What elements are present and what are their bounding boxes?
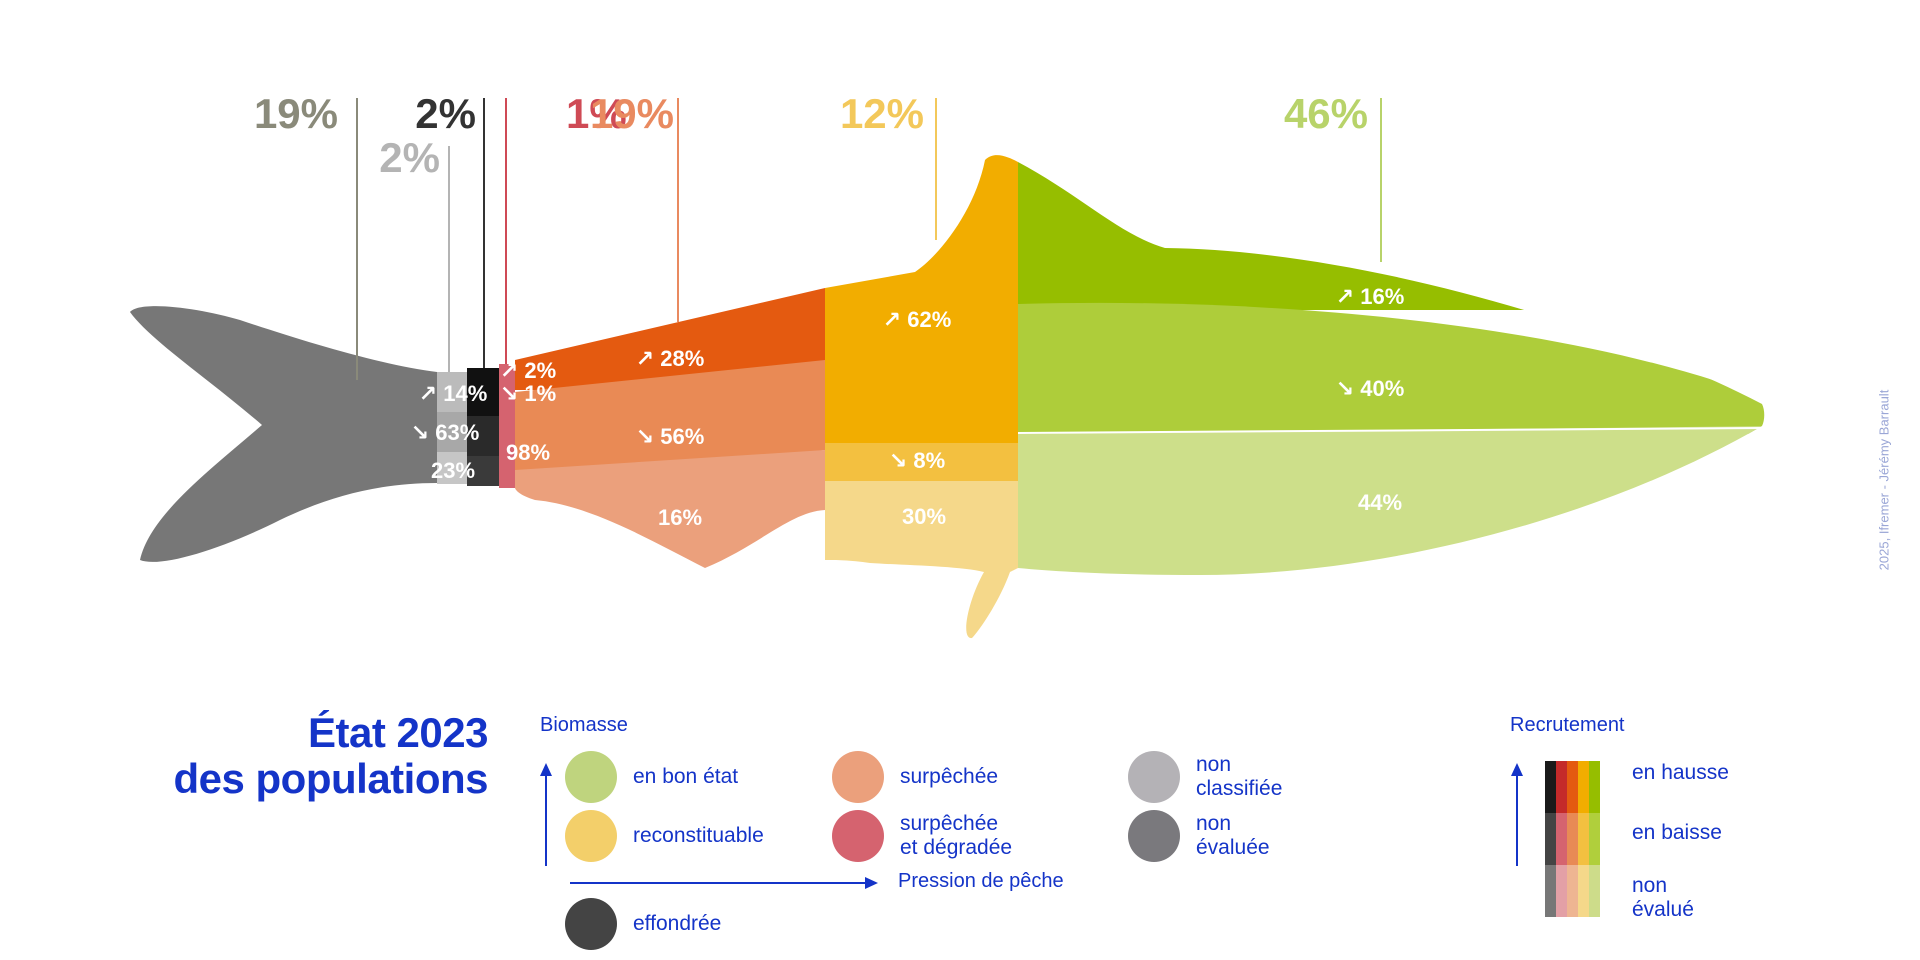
recruitment-label-5-0: ↗ 62%: [883, 307, 952, 332]
segment-surpechee-degradee: [499, 364, 515, 488]
recruitment-label-3-2: 98%: [506, 440, 550, 465]
recrutement-swatch-mid-0: [1545, 813, 1556, 865]
legend-swatch-reconstituable: [565, 810, 617, 862]
recruitment-label-3-0: ↗ 2%: [500, 358, 556, 383]
segment-non-evaluee: [130, 306, 437, 562]
legend-label-non-classifiee: non classifiée: [1196, 753, 1283, 800]
segment-effondree-baisse: [467, 416, 499, 456]
segment-effondree-hausse: [467, 368, 499, 416]
legend-swatch-surpechee-degradee: [832, 810, 884, 862]
legend-label-effondree: effondrée: [633, 912, 722, 935]
recruitment-label-1-2: 23%: [431, 458, 475, 483]
recruitment-label-5-1: ↘ 8%: [889, 448, 945, 473]
recruitment-label-6-2: 44%: [1358, 490, 1402, 515]
recruitment-label-1-0: ↗ 14%: [419, 381, 488, 406]
bon-etat-split-line: [1017, 427, 1763, 434]
share-label-2: 2%: [415, 90, 476, 137]
recruitment-label-4-0: ↗ 28%: [636, 346, 705, 371]
recruitment-label-6-1: ↘ 40%: [1336, 376, 1405, 401]
segment-effondree-non-evalue: [467, 456, 499, 486]
recrutement-label-non: non évalué: [1632, 874, 1694, 921]
recrutement-swatch-top-2: [1567, 761, 1578, 813]
recrutement-swatch-bot-0: [1545, 865, 1556, 917]
credit-text: 2025, Ifremer - Jérémy Barrault: [1876, 389, 1892, 571]
recrutement-label-hausse: en hausse: [1632, 761, 1729, 784]
segment-non-classifiee-hausse: [437, 372, 467, 412]
segment-reconstituable-hausse: [825, 155, 1018, 443]
share-label-3: 1%: [566, 90, 627, 137]
segment-non-classifiee-baisse: [437, 412, 467, 452]
recrutement-swatch-mid-1: [1556, 813, 1567, 865]
legend-item-effondree: effondrée: [565, 898, 721, 950]
legend-swatch-effondree: [565, 898, 617, 950]
recruitment-label-4-1: ↘ 56%: [636, 424, 705, 449]
legend-item-reconstituable: reconstituable: [565, 810, 764, 862]
recrutement-swatch-bot-3: [1578, 865, 1589, 917]
share-label-6: 46%: [1284, 90, 1368, 137]
legend-item-bon-etat: en bon état: [565, 751, 738, 803]
legend-label-surpechee: surpêchée: [900, 765, 999, 788]
legend-item-surpechee-degradee: surpêchée et dégradée: [832, 810, 1012, 862]
legend-label-bon-etat: en bon état: [633, 765, 739, 788]
recrutement-swatch-top-4: [1589, 761, 1600, 813]
recrutement-swatch-mid-2: [1567, 813, 1578, 865]
share-label-4: 19%: [590, 90, 674, 137]
legend-swatch-non-classifiee: [1128, 751, 1180, 803]
share-label-5: 12%: [840, 90, 924, 137]
title-line-2: des populations: [173, 755, 488, 802]
recruitment-label-1-1: ↘ 63%: [411, 420, 480, 445]
recrutement-label-baisse: en baisse: [1632, 821, 1722, 844]
infographic-title: État 2023 des populations: [173, 710, 488, 802]
recrutement-swatch-mid-3: [1578, 813, 1589, 865]
recrutement-title: Recrutement: [1510, 714, 1625, 736]
legend-item-non-evaluee: non évaluée: [1128, 810, 1270, 862]
segment-non-classifiee-non-evalue: [437, 452, 467, 484]
legend-label-surpechee-degradee: surpêchée et dégradée: [900, 812, 1013, 859]
legend-label-reconstituable: reconstituable: [633, 824, 764, 847]
legend-item-non-classifiee: non classifiée: [1128, 751, 1282, 803]
recrutement-swatch-bot-1: [1556, 865, 1567, 917]
segment-reconstituable-baisse: [825, 443, 1018, 481]
recrutement-swatch-top-3: [1578, 761, 1589, 813]
pression-label: Pression de pêche: [898, 870, 1064, 892]
legend-item-surpechee: surpêchée: [832, 751, 998, 803]
share-label-1: 2%: [379, 134, 440, 181]
recrutement-swatch-bot-4: [1589, 865, 1600, 917]
legend-label-non-evaluee: non évaluée: [1196, 812, 1270, 859]
recruitment-label-6-0: ↗ 16%: [1336, 284, 1405, 309]
title-line-1: État 2023: [308, 709, 488, 756]
recrutement-swatch-grid: [1545, 761, 1600, 917]
biomasse-title: Biomasse: [540, 714, 628, 736]
recruitment-label-5-2: 30%: [902, 504, 946, 529]
share-label-0: 19%: [254, 90, 338, 137]
recrutement-swatch-bot-2: [1567, 865, 1578, 917]
recruitment-label-4-2: 16%: [658, 505, 702, 530]
recrutement-swatch-top-1: [1556, 761, 1567, 813]
legend-swatch-bon-etat: [565, 751, 617, 803]
legend-swatch-non-evaluee: [1128, 810, 1180, 862]
recrutement-swatch-mid-4: [1589, 813, 1600, 865]
recruitment-label-3-1: ↘ 1%: [500, 381, 556, 406]
recrutement-swatch-top-0: [1545, 761, 1556, 813]
segment-bon-etat-baisse: [1018, 302, 1765, 434]
legend-swatch-surpechee: [832, 751, 884, 803]
